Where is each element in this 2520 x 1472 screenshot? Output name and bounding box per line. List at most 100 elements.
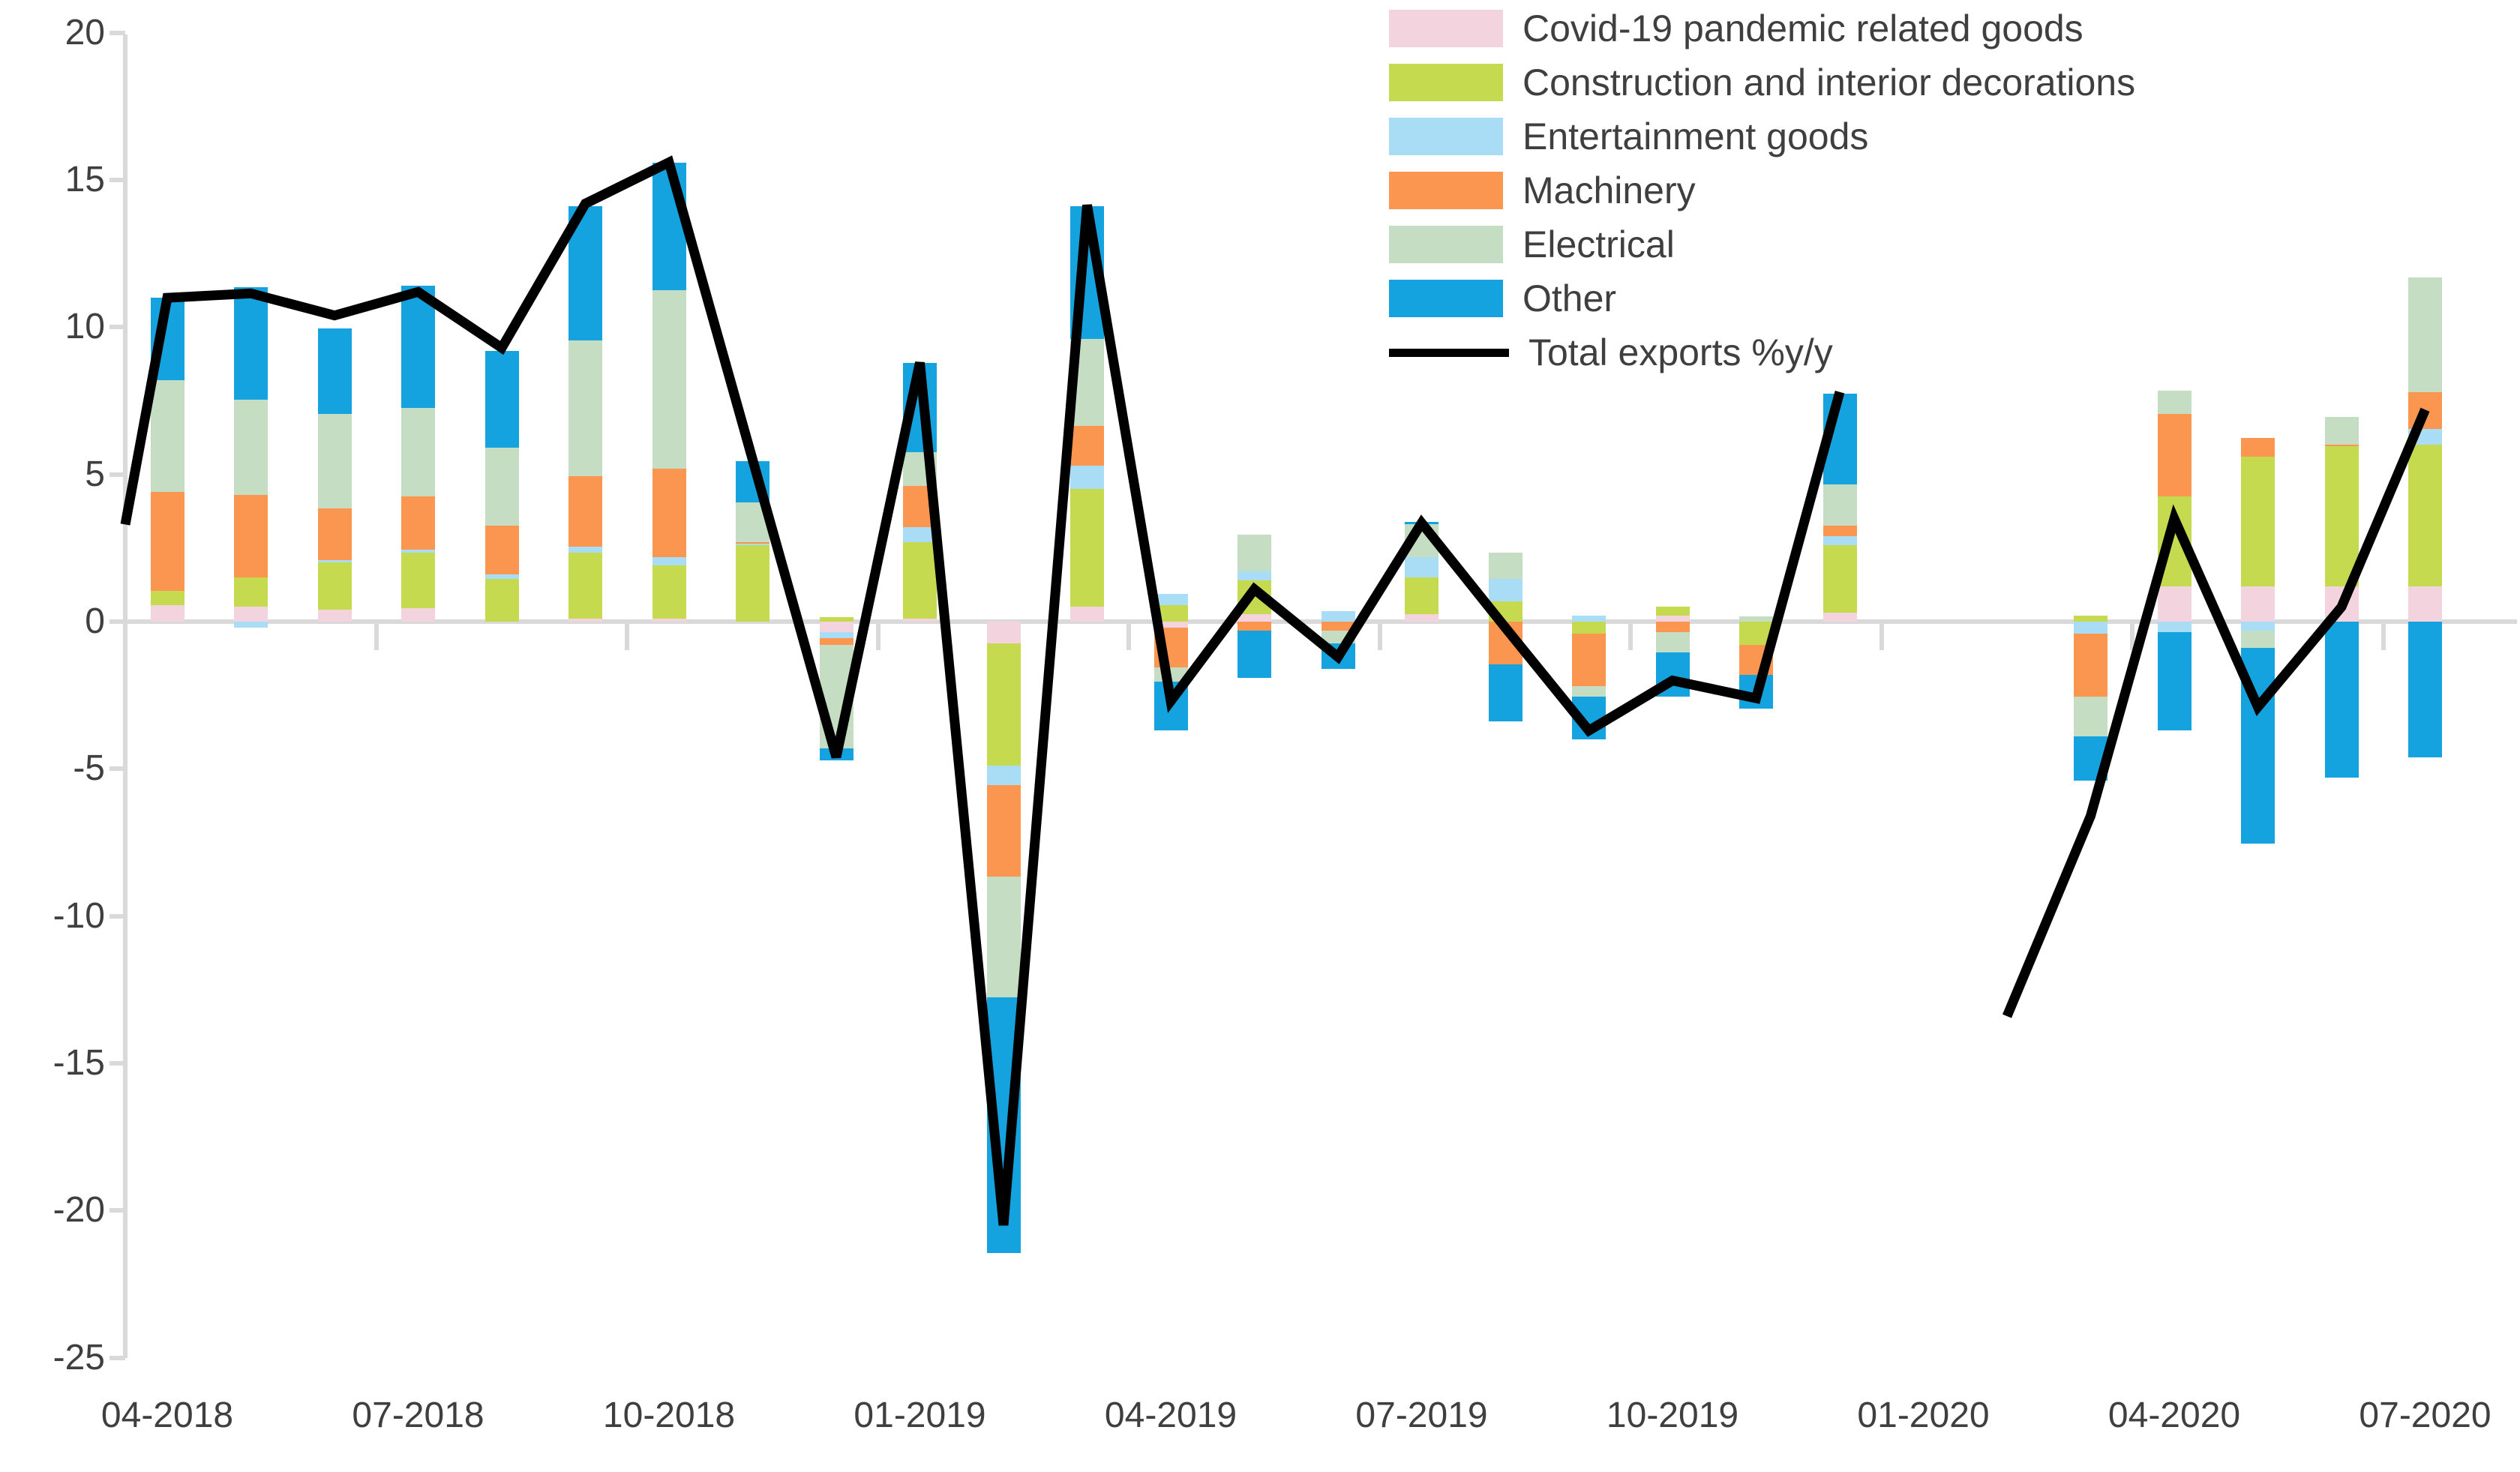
x-tick-label: 01-2019 <box>854 1396 986 1435</box>
legend-item: Construction and interior decorations <box>1389 55 2135 109</box>
x-tick-label: 04-2020 <box>2108 1396 2241 1435</box>
legend-item: Total exports %y/y <box>1389 325 1833 379</box>
bar-segment-construction-and-interior-decorations <box>903 541 937 619</box>
y-tick-label: -5 <box>73 748 105 789</box>
total-exports-line-segment <box>120 155 1845 1226</box>
bar-segment-entertainment-goods <box>1154 593 1188 606</box>
bar-segment-covid-19-pandemic-related-goods <box>986 622 1021 644</box>
bar-segment-entertainment-goods <box>1822 536 1857 545</box>
bar-segment-machinery <box>2324 445 2359 447</box>
bar-segment-construction-and-interior-decorations <box>986 643 1021 766</box>
y-tick-label: -15 <box>52 1042 105 1083</box>
legend-label: Other <box>1522 277 1617 319</box>
bar-segment-machinery <box>2074 633 2108 697</box>
y-axis-tick <box>110 1355 125 1360</box>
bar-segment-electrical <box>234 399 268 496</box>
bar-segment-electrical <box>317 414 352 508</box>
bar-segment-other <box>234 287 268 400</box>
legend-label: Entertainment goods <box>1522 115 1869 157</box>
bar-segment-covid-19-pandemic-related-goods <box>1655 616 1690 622</box>
legend-label: Electrical <box>1522 223 1675 265</box>
y-tick-label: -25 <box>52 1337 105 1378</box>
bar-segment-entertainment-goods <box>1405 556 1438 578</box>
bar-segment-covid-19-pandemic-related-goods <box>2241 586 2275 622</box>
bar-segment-covid-19-pandemic-related-goods <box>1070 607 1104 622</box>
bar-segment-machinery <box>1070 425 1104 466</box>
bar-segment-electrical <box>2408 277 2442 392</box>
bar-segment-entertainment-goods <box>568 546 602 553</box>
legend-label: Machinery <box>1522 169 1696 211</box>
bar-segment-entertainment-goods <box>736 543 770 545</box>
bar-segment-electrical <box>1822 484 1857 526</box>
x-tick-label: 07-2018 <box>352 1396 484 1435</box>
bar-segment-machinery <box>1822 526 1857 537</box>
bar-segment-machinery <box>484 526 519 575</box>
bar-segment-covid-19-pandemic-related-goods <box>1822 613 1857 622</box>
y-tick-label: 0 <box>85 601 105 641</box>
bar-segment-machinery <box>317 508 352 560</box>
bar-segment-machinery <box>1321 622 1355 631</box>
y-tick-label: 15 <box>64 160 105 200</box>
bar-segment-construction-and-interior-decorations <box>484 579 519 622</box>
bar-segment-construction-and-interior-decorations <box>1070 489 1104 607</box>
legend-swatch <box>1389 118 1503 155</box>
bar-segment-construction-and-interior-decorations <box>234 577 268 607</box>
bar-segment-covid-19-pandemic-related-goods <box>150 605 184 622</box>
bar-segment-covid-19-pandemic-related-goods <box>1154 622 1188 628</box>
bar-segment-covid-19-pandemic-related-goods <box>234 607 268 622</box>
y-axis-tick <box>110 619 125 624</box>
bar-segment-covid-19-pandemic-related-goods <box>317 610 352 622</box>
legend-swatch <box>1389 226 1503 263</box>
bar-segment-construction-and-interior-decorations <box>1405 577 1438 615</box>
x-axis-tick <box>625 622 630 650</box>
bar-segment-electrical <box>986 876 1021 997</box>
y-axis-line <box>123 34 128 1358</box>
bar-segment-electrical <box>1739 616 1773 622</box>
bar-segment-entertainment-goods <box>819 631 854 638</box>
total-exports-line-segment <box>2002 407 2430 1018</box>
bar-segment-construction-and-interior-decorations <box>652 565 686 619</box>
bar-segment-entertainment-goods <box>484 574 519 580</box>
bar-segment-electrical <box>2074 697 2108 737</box>
bar-segment-covid-19-pandemic-related-goods <box>401 608 435 622</box>
bar-segment-other <box>2408 622 2442 757</box>
legend-label: Covid-19 pandemic related goods <box>1522 7 2084 49</box>
bar-segment-entertainment-goods <box>401 549 435 553</box>
bar-segment-other <box>1238 630 1271 678</box>
y-axis-tick <box>110 472 125 477</box>
bar-segment-entertainment-goods <box>317 559 352 563</box>
bar-segment-construction-and-interior-decorations <box>401 552 435 609</box>
x-tick-label: 10-2019 <box>1606 1396 1739 1435</box>
bar-segment-construction-and-interior-decorations <box>1154 605 1188 622</box>
bar-segment-construction-and-interior-decorations <box>736 544 770 622</box>
bar-segment-electrical <box>1572 686 1606 697</box>
bar-segment-entertainment-goods <box>652 556 686 566</box>
bar-segment-covid-19-pandemic-related-goods <box>2408 586 2442 622</box>
bar-segment-other <box>484 350 519 448</box>
bar-segment-covid-19-pandemic-related-goods <box>652 619 686 622</box>
x-axis-tick <box>1377 622 1382 650</box>
bar-segment-machinery <box>652 468 686 557</box>
x-axis-tick <box>2380 622 2386 650</box>
bar-segment-entertainment-goods <box>1321 611 1355 622</box>
bar-segment-construction-and-interior-decorations <box>1655 607 1690 616</box>
legend-item: Entertainment goods <box>1389 109 1868 163</box>
legend-item: Other <box>1389 271 1616 325</box>
bar-segment-electrical <box>1488 552 1522 580</box>
bar-segment-electrical <box>2241 630 2275 649</box>
bar-segment-other <box>652 162 686 291</box>
bar-segment-construction-and-interior-decorations <box>2241 457 2275 586</box>
bar-segment-construction-and-interior-decorations <box>2074 616 2108 622</box>
y-axis-tick <box>110 325 125 330</box>
bar-segment-covid-19-pandemic-related-goods <box>2157 586 2192 622</box>
bar-segment-machinery <box>2241 437 2275 457</box>
bar-segment-other <box>2157 631 2192 731</box>
y-axis-tick <box>110 913 125 919</box>
y-tick-label: -10 <box>52 895 105 936</box>
x-axis-tick <box>1879 622 1884 650</box>
bar-segment-covid-19-pandemic-related-goods <box>1405 614 1438 622</box>
bar-segment-entertainment-goods <box>1238 571 1271 581</box>
bar-segment-machinery <box>986 784 1021 877</box>
bar-segment-machinery <box>568 475 602 547</box>
bar-segment-construction-and-interior-decorations <box>317 562 352 610</box>
